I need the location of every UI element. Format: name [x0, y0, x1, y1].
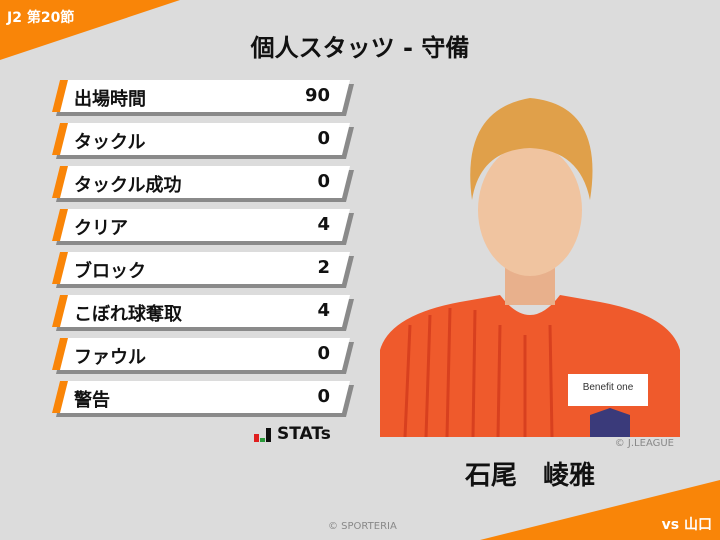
stat-label: ブロック — [74, 261, 146, 282]
stat-label: タックル — [74, 132, 146, 153]
player-photo: Benefit one — [380, 70, 680, 437]
stats-logo-text: STATs — [277, 424, 331, 444]
stat-value: 4 — [317, 214, 330, 235]
stats-logo: STATs — [254, 424, 331, 444]
round-label: J2 第20節 — [7, 10, 75, 26]
row-bar — [52, 381, 350, 413]
row-bar — [52, 166, 350, 198]
stat-row: クリア 4 — [52, 209, 354, 245]
player-name: 石尾 崚雅 — [464, 461, 595, 491]
bar-chart-icon — [254, 428, 271, 442]
row-bar — [52, 252, 350, 284]
copyright: © SPORTERIA — [328, 521, 397, 532]
stat-value: 0 — [317, 386, 330, 407]
row-bar — [52, 295, 350, 327]
stat-label: クリア — [74, 218, 128, 239]
stat-row: ファウル 0 — [52, 338, 354, 374]
stat-label: ファウル — [74, 347, 146, 368]
stat-row: タックル成功 0 — [52, 166, 354, 202]
stat-row: ブロック 2 — [52, 252, 354, 288]
row-bar — [52, 209, 350, 241]
opponent-label: vs 山口 — [661, 517, 712, 533]
stat-value: 0 — [317, 171, 330, 192]
stat-label: 出場時間 — [74, 89, 146, 110]
stat-row: こぼれ球奪取 4 — [52, 295, 354, 331]
row-bar — [52, 338, 350, 370]
stat-label: こぼれ球奪取 — [74, 304, 182, 325]
page-title: 個人スタッツ - 守備 — [250, 34, 470, 62]
stat-value: 4 — [317, 300, 330, 321]
stat-label: タックル成功 — [74, 175, 182, 196]
stat-value: 0 — [317, 128, 330, 149]
stat-value: 0 — [317, 343, 330, 364]
photo-credit: © J.LEAGUE — [614, 438, 674, 449]
stat-row: タックル 0 — [52, 123, 354, 159]
stat-label: 警告 — [74, 390, 110, 411]
sponsor-text: Benefit one — [583, 382, 634, 393]
row-bar — [52, 123, 350, 155]
row-bar — [52, 80, 350, 112]
stat-value: 90 — [304, 85, 330, 106]
stat-row: 警告 0 — [52, 381, 354, 417]
stat-value: 2 — [317, 257, 330, 278]
stat-row: 出場時間 90 — [52, 80, 354, 116]
